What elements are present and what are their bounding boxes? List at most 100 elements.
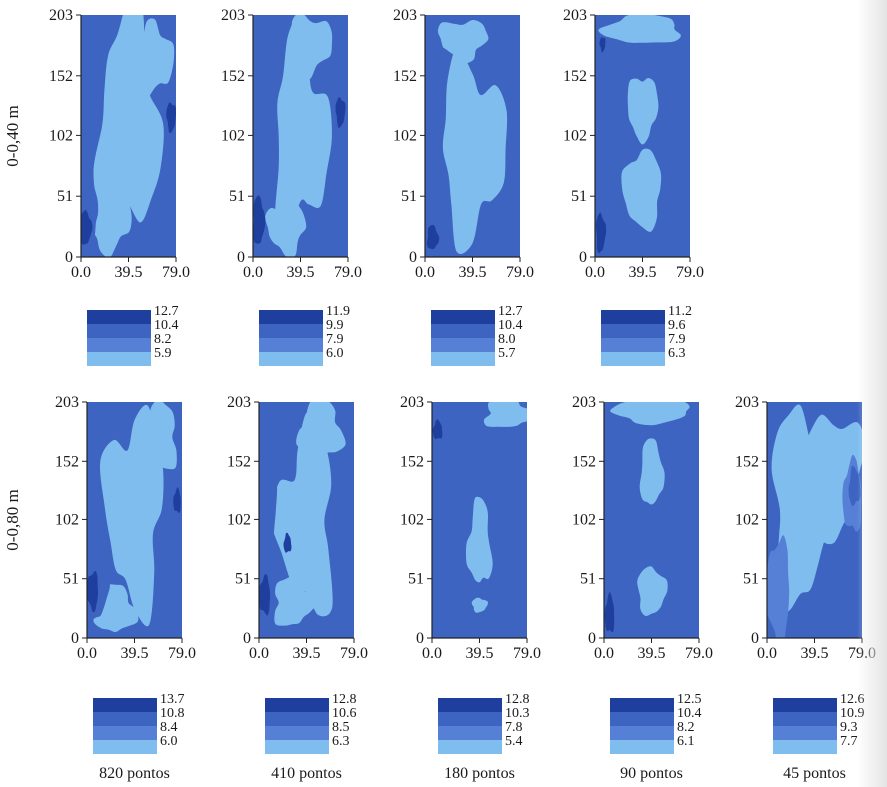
y-tick-label: 203 xyxy=(400,394,424,411)
legend-value: 9.6 xyxy=(668,318,686,333)
legend-value: 10.8 xyxy=(160,706,185,721)
legend-value: 6.3 xyxy=(668,346,686,361)
map-zone-class-4 xyxy=(610,402,690,426)
map-zone-class-4 xyxy=(89,190,132,257)
legend-swatch-class-3 xyxy=(87,338,151,352)
y-tick-label: 152 xyxy=(393,68,417,85)
legend-swatch-class-2 xyxy=(610,712,674,726)
legend-swatch-class-2 xyxy=(93,712,157,726)
legend: 12.510.48.26.1 xyxy=(610,692,702,754)
legend-swatch-class-4 xyxy=(431,352,495,366)
map-zone-class-4 xyxy=(465,496,493,583)
legend-swatch-class-4 xyxy=(93,740,157,754)
y-tick-label: 203 xyxy=(572,394,596,411)
legend-value: 6.3 xyxy=(332,734,350,749)
y-tick-label: 51 xyxy=(63,571,79,588)
y-tick-label: 152 xyxy=(221,68,245,85)
sample-size-caption: 90 pontos xyxy=(620,765,683,782)
x-tick-label: 0.0 xyxy=(594,645,614,662)
map-zone-class-1 xyxy=(426,224,440,250)
y-tick-label: 0 xyxy=(71,630,79,647)
legend-swatch-class-1 xyxy=(610,698,674,712)
x-tick-label: 79.0 xyxy=(506,264,534,281)
x-tick-label: 0.0 xyxy=(243,264,263,281)
sample-size-caption: 180 pontos xyxy=(444,765,515,782)
map-zone-class-4 xyxy=(139,18,175,98)
y-tick-label: 0 xyxy=(409,249,417,266)
x-tick-label: 79.0 xyxy=(340,645,368,662)
x-tick-label: 39.5 xyxy=(287,264,315,281)
x-tick-label: 79.0 xyxy=(676,264,704,281)
map-zone-class-4 xyxy=(483,402,527,427)
map-zone-class-4 xyxy=(275,16,332,241)
legend-value: 5.9 xyxy=(154,346,172,361)
legend-value: 7.8 xyxy=(505,720,523,735)
y-tick-label: 51 xyxy=(580,571,596,588)
map-zone-class-1 xyxy=(432,419,443,440)
legend-swatch-class-3 xyxy=(438,726,502,740)
map-zone-class-4 xyxy=(598,15,681,43)
sample-size-caption: 45 pontos xyxy=(783,765,846,782)
x-tick-label: 0.0 xyxy=(757,645,777,662)
y-tick-label: 203 xyxy=(227,394,251,411)
legend-value: 12.5 xyxy=(677,692,702,707)
legend-value: 9.9 xyxy=(326,318,344,333)
map-area xyxy=(767,402,862,638)
map-zone-class-2 xyxy=(327,165,348,225)
map-zone-class-3 xyxy=(767,535,790,638)
legend-value: 6.1 xyxy=(677,734,695,749)
legend-swatch-class-2 xyxy=(431,324,495,338)
legend-value: 12.7 xyxy=(154,304,179,319)
map-zone-class-1 xyxy=(166,102,176,133)
legend-value: 7.9 xyxy=(668,332,686,347)
y-tick-label: 203 xyxy=(563,7,587,24)
legend-swatch-class-2 xyxy=(265,712,329,726)
map-zone-class-4 xyxy=(290,15,333,80)
legend-swatch-class-3 xyxy=(601,338,665,352)
legend-swatch-class-2 xyxy=(438,712,502,726)
y-tick-label: 51 xyxy=(571,188,587,205)
legend-value: 8.5 xyxy=(332,720,350,735)
y-tick-label: 102 xyxy=(563,127,587,144)
map-panel: 0 51 102 152 203 0.0 39.5 79.0 11.29.67.96.3 xyxy=(563,7,704,366)
map-zone-class-2 xyxy=(334,543,354,606)
x-tick-label: 0.0 xyxy=(585,264,605,281)
map-zone-class-4 xyxy=(134,402,177,470)
x-tick-label: 39.5 xyxy=(801,645,829,662)
y-tick-label: 0 xyxy=(416,630,424,647)
legend-value: 8.2 xyxy=(677,720,695,735)
x-tick-label: 79.0 xyxy=(513,645,541,662)
legend: 12.610.99.37.7 xyxy=(773,692,865,754)
y-tick-label: 51 xyxy=(235,571,251,588)
x-tick-label: 39.5 xyxy=(459,264,487,281)
map-zone-class-2 xyxy=(499,194,520,244)
map-zone-class-2 xyxy=(425,32,444,95)
legend-value: 12.8 xyxy=(332,692,357,707)
legend-value: 10.4 xyxy=(498,318,523,333)
row-label: 0-0,80 m xyxy=(3,489,22,550)
legend-swatch-class-4 xyxy=(259,352,323,366)
map-zone-class-1 xyxy=(595,212,607,254)
map-panel: 0 51 102 152 203 0.0 39.5 79.0 12.710.48.05.7 xyxy=(393,7,534,366)
legend-swatch-class-2 xyxy=(259,324,323,338)
legend-value: 7.7 xyxy=(840,734,858,749)
legend-swatch-class-1 xyxy=(93,698,157,712)
y-tick-label: 203 xyxy=(55,394,79,411)
legend: 13.710.88.46.0 xyxy=(93,692,185,754)
map-zone-class-4 xyxy=(271,412,333,617)
map-area xyxy=(259,402,354,638)
legend-swatch-class-4 xyxy=(601,352,665,366)
legend-swatch-class-1 xyxy=(773,698,837,712)
legend-swatch-class-4 xyxy=(265,740,329,754)
legend-swatch-class-3 xyxy=(431,338,495,352)
legend-value: 10.3 xyxy=(505,706,530,721)
y-tick-label: 152 xyxy=(572,453,596,470)
map-panel: 0 51 102 152 203 0.0 39.5 79.0 12.810.37.85.4 xyxy=(400,394,541,754)
y-tick-label: 203 xyxy=(393,7,417,24)
x-tick-label: 39.5 xyxy=(115,264,143,281)
map-area xyxy=(595,15,690,257)
map-panel: 0 51 102 152 203 0.0 39.5 79.0 12.710.48.25.9 xyxy=(49,7,190,366)
y-tick-label: 152 xyxy=(49,68,73,85)
y-tick-label: 51 xyxy=(57,188,73,205)
